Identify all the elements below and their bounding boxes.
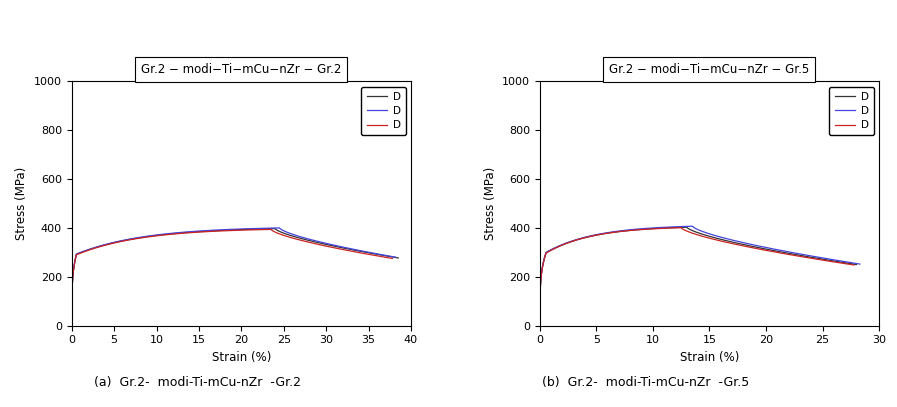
Line: D: D xyxy=(72,229,398,326)
Line: D: D xyxy=(540,226,860,326)
Text: (a)  Gr.2-  modi-Ti-mCu-nZr  -Gr.2: (a) Gr.2- modi-Ti-mCu-nZr -Gr.2 xyxy=(94,376,300,389)
D xyxy=(66,323,77,328)
X-axis label: Strain (%): Strain (%) xyxy=(212,351,271,364)
X-axis label: Strain (%): Strain (%) xyxy=(680,351,739,364)
D xyxy=(840,261,850,266)
D xyxy=(270,226,281,231)
D xyxy=(216,228,227,233)
D xyxy=(787,250,797,255)
Line: D: D xyxy=(540,227,857,326)
D xyxy=(535,323,545,328)
D xyxy=(274,225,285,230)
D xyxy=(324,243,335,247)
Y-axis label: Stress (MPa): Stress (MPa) xyxy=(15,167,29,240)
D xyxy=(687,224,698,229)
D xyxy=(782,252,793,257)
D xyxy=(66,323,77,328)
Line: D: D xyxy=(72,230,392,326)
D xyxy=(393,256,404,260)
D xyxy=(842,260,853,265)
D xyxy=(689,229,700,234)
D xyxy=(266,227,276,232)
D xyxy=(322,241,333,246)
D xyxy=(849,263,859,267)
D xyxy=(83,248,93,253)
D xyxy=(224,227,235,232)
D xyxy=(378,254,388,259)
D xyxy=(682,225,692,230)
D xyxy=(551,245,562,249)
D xyxy=(682,224,692,229)
D xyxy=(679,228,690,232)
D xyxy=(225,228,236,232)
Title: Gr.2 − modi−Ti−mCu−nZr − Gr.2: Gr.2 − modi−Ti−mCu−nZr − Gr.2 xyxy=(141,63,342,76)
D xyxy=(687,231,698,236)
D xyxy=(390,255,401,260)
D xyxy=(845,260,856,265)
D xyxy=(83,247,94,252)
D xyxy=(381,253,392,258)
Legend: D, D, D: D, D, D xyxy=(361,87,405,136)
D xyxy=(378,254,388,259)
Legend: D, D, D: D, D, D xyxy=(830,87,874,136)
Line: D: D xyxy=(540,228,854,326)
D xyxy=(384,254,395,259)
D xyxy=(213,229,224,234)
D xyxy=(319,243,330,248)
D xyxy=(840,261,850,266)
D xyxy=(83,247,93,252)
D xyxy=(222,228,233,233)
D xyxy=(387,256,397,261)
D xyxy=(383,254,394,259)
Line: D: D xyxy=(72,228,396,326)
D xyxy=(551,245,562,250)
Y-axis label: Stress (MPa): Stress (MPa) xyxy=(483,167,497,240)
Text: (b)  Gr.2-  modi-Ti-mCu-nZr  -Gr.5: (b) Gr.2- modi-Ti-mCu-nZr -Gr.5 xyxy=(542,376,750,389)
D xyxy=(66,323,77,328)
Title: Gr.2 − modi−Ti−mCu−nZr − Gr.5: Gr.2 − modi−Ti−mCu−nZr − Gr.5 xyxy=(609,63,810,76)
D xyxy=(842,261,853,266)
D xyxy=(535,323,545,328)
D xyxy=(215,228,226,232)
D xyxy=(675,225,686,230)
D xyxy=(851,262,862,267)
D xyxy=(535,323,545,328)
D xyxy=(680,225,691,230)
D xyxy=(690,226,701,231)
D xyxy=(855,262,866,267)
D xyxy=(381,253,392,258)
D xyxy=(551,245,562,250)
D xyxy=(784,251,795,256)
D xyxy=(845,260,856,265)
